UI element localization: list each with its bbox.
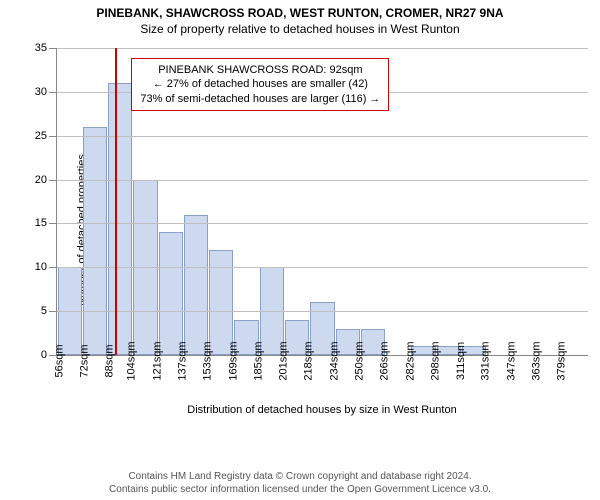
x-tick-label: 298sqm <box>429 341 441 380</box>
bar-column: 331sqm <box>487 48 512 355</box>
bar-column: 298sqm <box>436 48 461 355</box>
x-tick-label: 234sqm <box>328 341 340 380</box>
x-tick-label: 137sqm <box>176 341 188 380</box>
bar <box>209 250 233 355</box>
x-tick-label: 201sqm <box>278 341 290 380</box>
bar-column: 363sqm <box>537 48 562 355</box>
x-axis-label: Distribution of detached houses by size … <box>56 404 588 416</box>
y-tick-label: 5 <box>41 305 47 317</box>
bar-column: 88sqm <box>108 48 133 355</box>
x-tick-label: 363sqm <box>530 341 542 380</box>
bar-column: 266sqm <box>386 48 411 355</box>
title-main: PINEBANK, SHAWCROSS ROAD, WEST RUNTON, C… <box>0 6 600 20</box>
x-tick-label: 104sqm <box>126 341 138 380</box>
x-tick-label: 169sqm <box>227 341 239 380</box>
footer: Contains HM Land Registry data © Crown c… <box>0 470 600 496</box>
x-tick-label: 250sqm <box>353 341 365 380</box>
bar-column: 56sqm <box>57 48 82 355</box>
plot-area: 56sqm72sqm88sqm104sqm121sqm137sqm153sqm1… <box>56 48 588 356</box>
title-block: PINEBANK, SHAWCROSS ROAD, WEST RUNTON, C… <box>0 0 600 36</box>
y-tick <box>49 48 57 49</box>
y-tick <box>49 92 57 93</box>
x-tick-label: 121sqm <box>151 341 163 380</box>
x-tick-label: 185sqm <box>252 341 264 380</box>
x-tick-label: 153sqm <box>202 341 214 380</box>
bar <box>159 232 183 355</box>
y-tick-label: 25 <box>35 130 47 142</box>
grid-line <box>57 180 588 181</box>
chart-area: Number of detached properties 56sqm72sqm… <box>0 40 600 420</box>
bar-column: 311sqm <box>462 48 487 355</box>
y-tick <box>49 180 57 181</box>
y-tick <box>49 223 57 224</box>
x-tick-label: 218sqm <box>303 341 315 380</box>
y-tick-label: 20 <box>35 174 47 186</box>
x-tick-label: 56sqm <box>53 344 65 377</box>
x-tick-label: 266sqm <box>379 341 391 380</box>
bar-column: 347sqm <box>512 48 537 355</box>
y-tick <box>49 311 57 312</box>
x-tick-label: 282sqm <box>404 341 416 380</box>
x-tick-label: 88sqm <box>104 344 116 377</box>
x-tick-label: 72sqm <box>78 344 90 377</box>
footer-line2: Contains public sector information licen… <box>0 483 600 496</box>
y-tick <box>49 267 57 268</box>
y-tick-label: 15 <box>35 217 47 229</box>
x-tick-label: 311sqm <box>455 342 467 380</box>
grid-line <box>57 48 588 49</box>
grid-line <box>57 311 588 312</box>
x-tick-label: 347sqm <box>505 341 517 380</box>
grid-line <box>57 136 588 137</box>
y-tick <box>49 136 57 137</box>
bar-column: 379sqm <box>563 48 588 355</box>
title-sub: Size of property relative to detached ho… <box>0 22 600 36</box>
y-tick <box>49 355 57 356</box>
bar <box>184 215 208 355</box>
grid-line <box>57 223 588 224</box>
y-tick-label: 35 <box>35 42 47 54</box>
x-tick-label: 379sqm <box>556 341 568 380</box>
bar-column: 282sqm <box>411 48 436 355</box>
y-tick-label: 0 <box>41 349 47 361</box>
y-tick-label: 30 <box>35 86 47 98</box>
annotation-box: PINEBANK SHAWCROSS ROAD: 92sqm← 27% of d… <box>131 58 389 111</box>
bar-column: 72sqm <box>82 48 107 355</box>
grid-line <box>57 267 588 268</box>
annotation-line: ← 27% of detached houses are smaller (42… <box>140 77 380 91</box>
bar <box>83 127 107 355</box>
marker-line <box>115 48 117 355</box>
x-tick-label: 331sqm <box>480 341 492 380</box>
bar <box>108 83 132 355</box>
annotation-line: 73% of semi-detached houses are larger (… <box>140 92 380 106</box>
y-tick-label: 10 <box>35 261 47 273</box>
annotation-line: PINEBANK SHAWCROSS ROAD: 92sqm <box>140 63 380 77</box>
footer-line1: Contains HM Land Registry data © Crown c… <box>0 470 600 483</box>
